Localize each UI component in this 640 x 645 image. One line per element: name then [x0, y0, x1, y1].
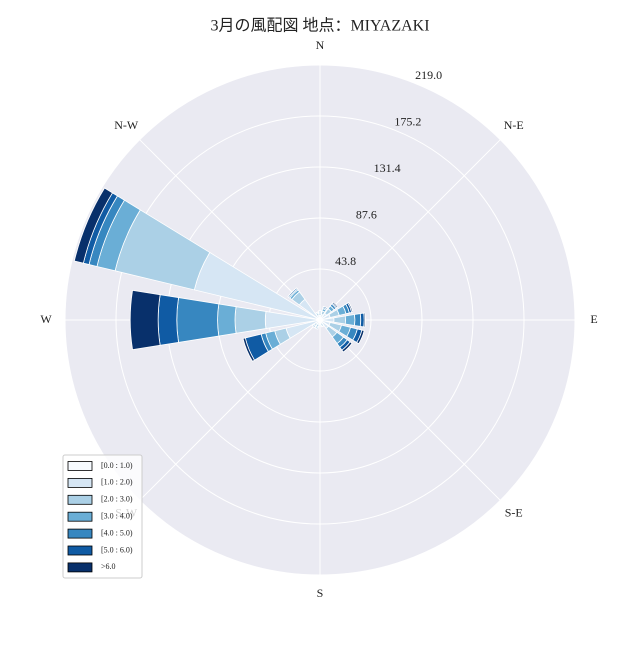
wind-segment: [158, 295, 178, 346]
r-tick-label: 131.4: [374, 161, 401, 175]
legend: [0.0 : 1.0) [1.0 : 2.0) [2.0 : 3.0) [3.0 : …: [63, 455, 142, 578]
direction-label: W: [40, 312, 52, 326]
legend-swatch: [68, 478, 92, 487]
direction-label: E: [590, 312, 597, 326]
legend-label: [1.0 : 2.0): [101, 478, 133, 487]
wind-segment: [334, 316, 346, 324]
direction-label: N-W: [114, 118, 139, 132]
wind-segment: [218, 304, 237, 336]
legend-label: [2.0 : 3.0): [101, 495, 133, 504]
wind-segment: [345, 315, 355, 326]
legend-swatch: [68, 462, 92, 471]
wind-segment: [177, 298, 219, 343]
legend-swatch: [68, 563, 92, 572]
legend-label: >6.0: [101, 562, 116, 571]
legend-swatch: [68, 529, 92, 538]
legend-label: [0.0 : 1.0): [101, 461, 133, 470]
direction-label: N: [316, 38, 325, 52]
wind-segment: [355, 314, 361, 327]
wind-segment: [235, 307, 266, 334]
chart-title: 3月の風配図 地点：MIYAZAKI: [210, 17, 429, 35]
legend-label: [5.0 : 6.0): [101, 545, 133, 554]
wind-segment: [364, 313, 366, 327]
r-tick-label: 87.6: [356, 208, 377, 222]
legend-swatch: [68, 546, 92, 555]
direction-label: S-E: [505, 505, 523, 519]
legend-label: [3.0 : 4.0): [101, 512, 133, 521]
r-tick-label: 175.2: [394, 114, 421, 128]
direction-label: S: [317, 586, 324, 600]
legend-swatch: [68, 495, 92, 504]
r-tick-label: 219.0: [415, 68, 442, 82]
direction-label: N-E: [504, 118, 524, 132]
r-tick-label: 43.8: [335, 254, 356, 268]
wind-segment: [130, 290, 160, 349]
legend-swatch: [68, 512, 92, 521]
legend-label: [4.0 : 5.0): [101, 528, 133, 537]
